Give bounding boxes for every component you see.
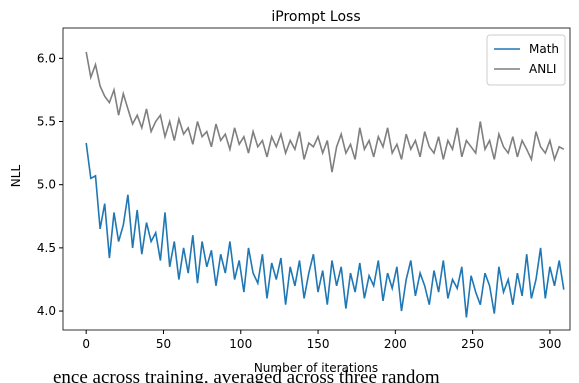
y-tick-label: 5.5 bbox=[37, 115, 56, 129]
x-tick-label: 150 bbox=[307, 337, 330, 351]
x-tick-label: 50 bbox=[156, 337, 171, 351]
caption: ence across training, averaged across th… bbox=[53, 367, 440, 383]
chart-title: iPrompt Loss bbox=[271, 9, 360, 25]
y-axis-label: NLL bbox=[9, 165, 23, 188]
y-tick-label: 4.5 bbox=[37, 241, 56, 255]
x-tick-label: 100 bbox=[229, 337, 252, 351]
line bbox=[85, 51, 565, 173]
y-tick-label: 4.0 bbox=[37, 304, 56, 318]
legend-box bbox=[486, 34, 566, 86]
x-tick-label: 200 bbox=[384, 337, 407, 351]
x-tick-label: 300 bbox=[538, 337, 561, 351]
x-tick-label: 0 bbox=[82, 337, 90, 351]
y-tick-label: 6.0 bbox=[37, 51, 56, 65]
legend-label: ANLI bbox=[529, 62, 556, 76]
x-axis-label: Number of iterations bbox=[254, 361, 378, 375]
plot-frame bbox=[62, 27, 571, 331]
x-tick-label: 250 bbox=[461, 337, 484, 351]
legend-label: Math bbox=[529, 42, 559, 56]
y-tick-label: 5.0 bbox=[37, 178, 56, 192]
line bbox=[85, 142, 565, 318]
